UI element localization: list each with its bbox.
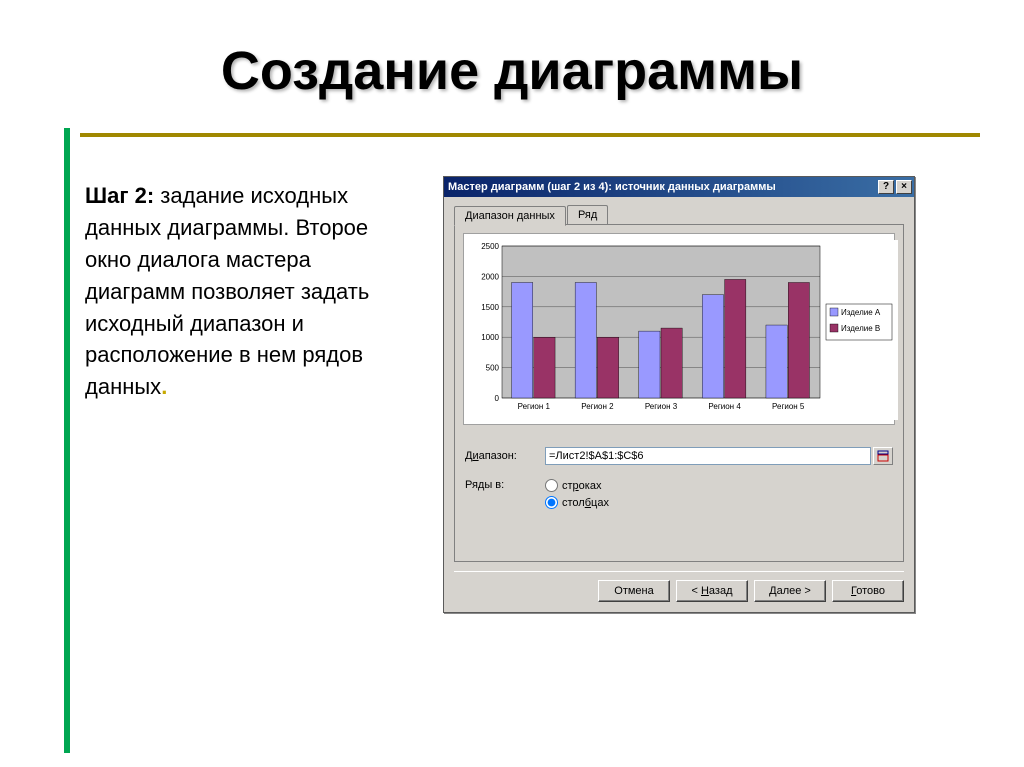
back-button[interactable]: < Назад (676, 580, 748, 602)
svg-text:2000: 2000 (481, 272, 499, 281)
titlebar[interactable]: Мастер диаграмм (шаг 2 из 4): источник д… (444, 177, 914, 197)
radio-cols-input[interactable] (545, 496, 558, 509)
next-button[interactable]: Далее > (754, 580, 826, 602)
svg-text:Изделие B: Изделие B (841, 324, 880, 333)
tab-data-range[interactable]: Диапазон данных (454, 206, 566, 226)
close-button[interactable]: × (896, 180, 912, 194)
range-collapse-button[interactable] (873, 447, 893, 465)
rows-in-label: Ряды в: (465, 479, 545, 491)
radio-cols[interactable]: столбцах (545, 496, 609, 509)
svg-text:1500: 1500 (481, 303, 499, 312)
range-row: Диапазон: (463, 443, 895, 469)
radio-rows-input[interactable] (545, 479, 558, 492)
tab-strip: Диапазон данных Ряд (444, 197, 914, 225)
button-bar: Отмена < Назад Далее > Готово (444, 572, 914, 612)
svg-text:2500: 2500 (481, 242, 499, 251)
svg-text:Регион 1: Регион 1 (518, 402, 551, 411)
accent-horizontal-line (80, 133, 980, 137)
accent-vertical-line (64, 128, 70, 753)
step-label: Шаг 2: (85, 183, 154, 208)
rows-in-row: Ряды в: строках столбцах (463, 475, 895, 513)
svg-text:Регион 3: Регион 3 (645, 402, 678, 411)
range-input[interactable] (545, 447, 871, 465)
tab-series[interactable]: Ряд (567, 205, 608, 225)
chart-preview: 0 500 1000 1500 2000 2500 Регион 1 Регион 2 Реги… (463, 233, 895, 425)
chart-svg: 0 500 1000 1500 2000 2500 Регион 1 Регион 2 Реги… (468, 240, 898, 420)
radio-cols-label: столбцах (562, 497, 609, 509)
slide-body: Шаг 2: задание исходных данных диаграммы… (85, 180, 415, 403)
cancel-button[interactable]: Отмена (598, 580, 670, 602)
body-text: задание исходных данных диаграммы. Второ… (85, 183, 369, 399)
slide-title: Создание диаграммы (0, 0, 1024, 122)
finish-button[interactable]: Готово (832, 580, 904, 602)
rows-in-radio-group: строках столбцах (545, 479, 609, 509)
help-button[interactable]: ? (878, 180, 894, 194)
svg-text:0: 0 (495, 394, 500, 403)
svg-text:Изделие A: Изделие A (841, 308, 881, 317)
svg-text:Регион 4: Регион 4 (708, 402, 741, 411)
range-label: Диапазон: (465, 450, 545, 462)
svg-text:500: 500 (486, 364, 500, 373)
radio-rows-label: строках (562, 480, 601, 492)
tab-panel: 0 500 1000 1500 2000 2500 Регион 1 Регион 2 Реги… (454, 224, 904, 562)
window-title: Мастер диаграмм (шаг 2 из 4): источник д… (448, 181, 876, 193)
range-collapse-icon (877, 450, 889, 462)
wizard-dialog: Мастер диаграмм (шаг 2 из 4): источник д… (443, 176, 915, 613)
radio-rows[interactable]: строках (545, 479, 609, 492)
svg-text:Регион 5: Регион 5 (772, 402, 805, 411)
trailing-dot: . (161, 374, 167, 399)
svg-text:Регион 2: Регион 2 (581, 402, 614, 411)
svg-text:1000: 1000 (481, 333, 499, 342)
